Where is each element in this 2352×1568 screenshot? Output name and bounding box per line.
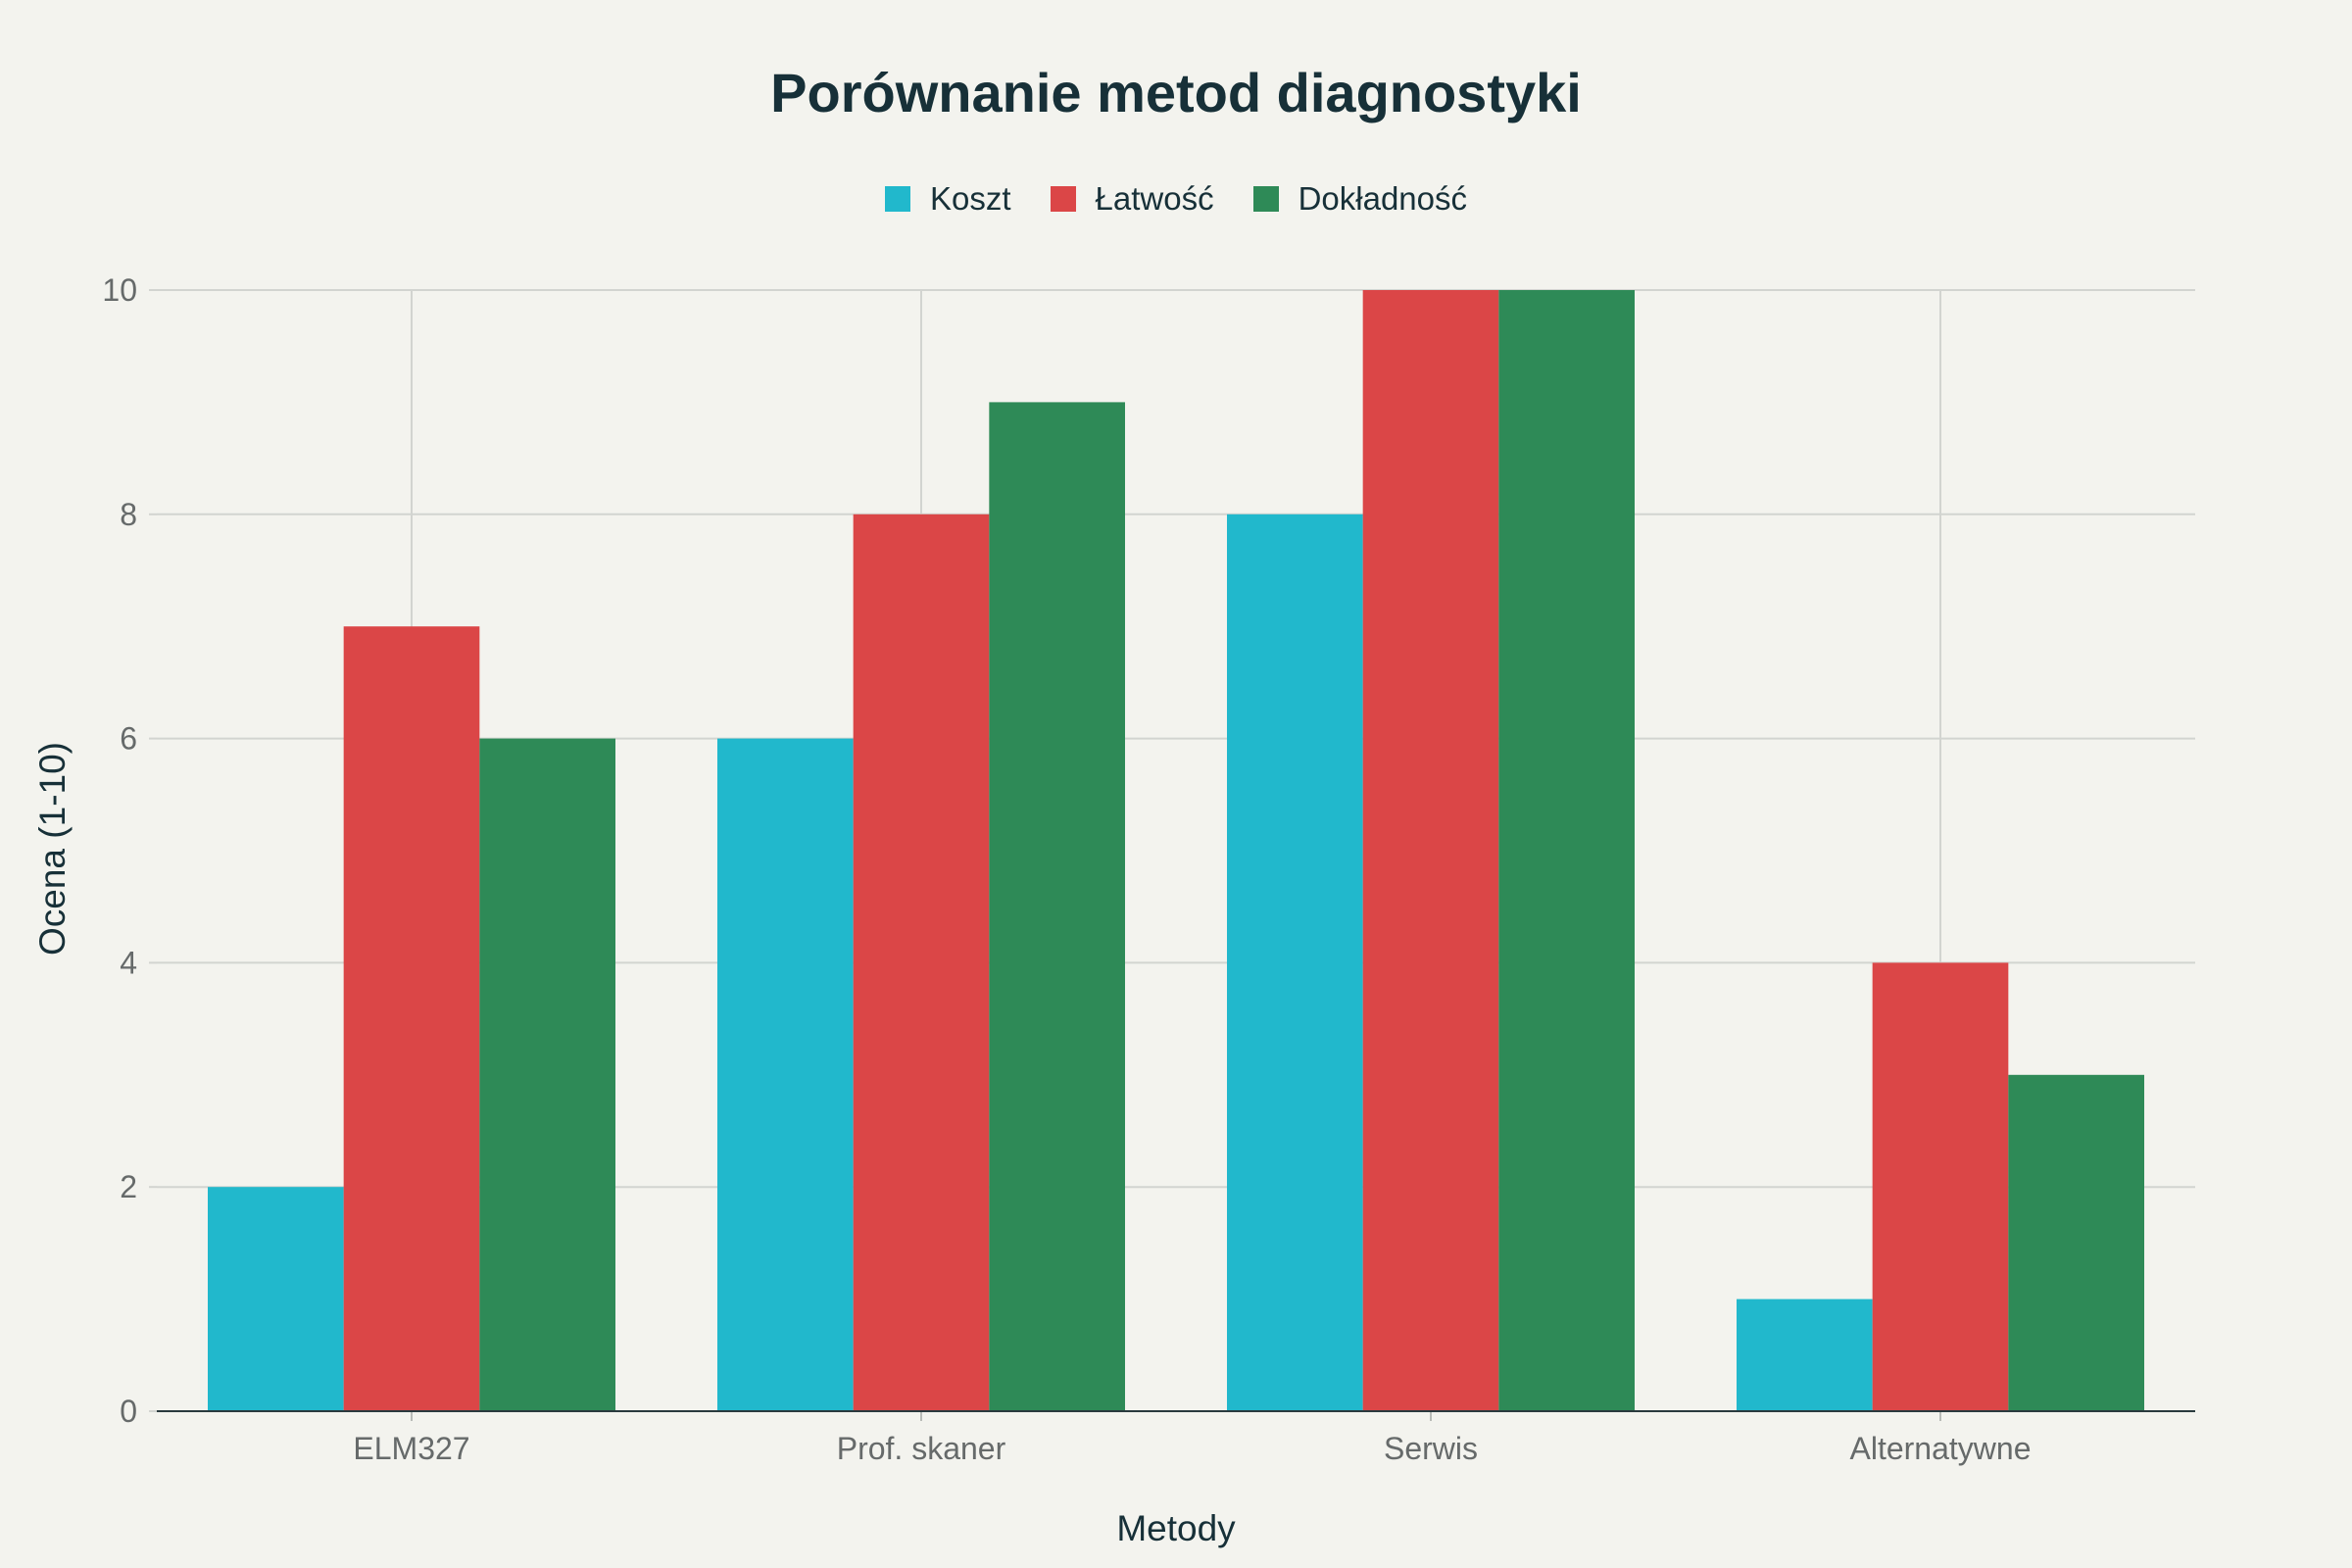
bar[interactable] [343, 626, 480, 1411]
y-tick-label: 0 [120, 1394, 137, 1429]
x-axis-title: Metody [1116, 1508, 1236, 1548]
bar[interactable] [479, 738, 615, 1411]
legend-label: Koszt [929, 180, 1011, 217]
bar[interactable] [1362, 290, 1499, 1411]
y-tick-label: 10 [102, 272, 137, 308]
legend: Koszt Łatwość Dokładność [0, 180, 2352, 218]
y-axis-title: Ocena (1-10) [32, 742, 73, 956]
bar[interactable] [2008, 1074, 2144, 1411]
bar[interactable] [1227, 514, 1363, 1411]
legend-item[interactable]: Dokładność [1252, 180, 1468, 218]
legend-item[interactable]: Koszt [884, 180, 1011, 218]
legend-swatch [884, 186, 910, 212]
bar[interactable] [989, 402, 1125, 1411]
x-tick-label: Alternatywne [1850, 1431, 2032, 1466]
bar[interactable] [1737, 1298, 1873, 1411]
bar[interactable] [1872, 962, 2009, 1411]
x-tick-label: Prof. skaner [837, 1431, 1006, 1466]
bar[interactable] [717, 738, 854, 1411]
y-tick-label: 4 [120, 945, 137, 980]
x-tick-label: ELM327 [353, 1431, 469, 1466]
y-tick-label: 6 [120, 721, 137, 757]
legend-swatch [1252, 186, 1279, 212]
legend-swatch [1050, 186, 1076, 212]
y-tick-label: 2 [120, 1169, 137, 1204]
y-tick-label: 8 [120, 497, 137, 532]
bar[interactable] [208, 1187, 344, 1411]
bar[interactable] [853, 514, 990, 1411]
bar[interactable] [1498, 290, 1635, 1411]
legend-item[interactable]: Łatwość [1050, 180, 1214, 218]
chart-title: Porównanie metod diagnostyki [770, 62, 1582, 123]
legend-label: Łatwość [1095, 180, 1214, 217]
axes: 0 2 4 6 8 10 ELM327 Prof. skaner Serwis Alternaty… [102, 272, 2195, 1466]
x-tick-label: Serwis [1384, 1431, 1478, 1466]
bars [208, 290, 2144, 1411]
legend-label: Dokładność [1298, 180, 1468, 217]
